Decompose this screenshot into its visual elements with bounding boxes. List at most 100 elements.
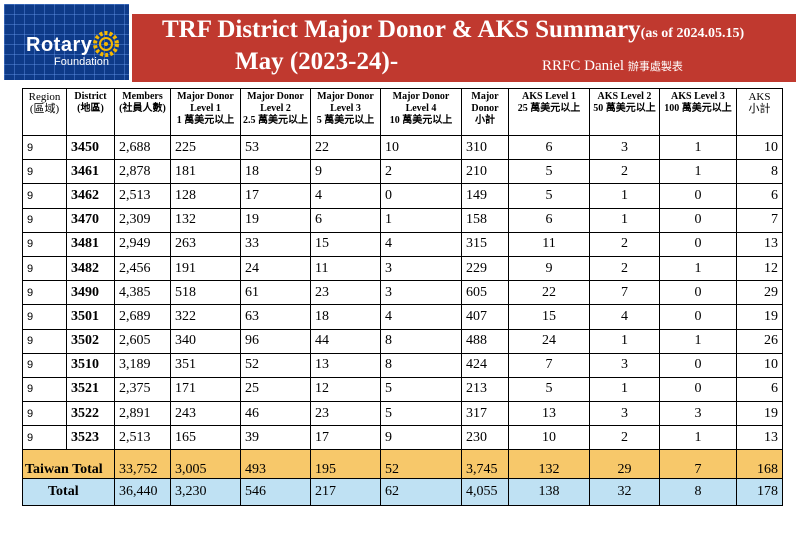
logo-text-foundation: Foundation <box>54 56 110 68</box>
donor-summary-table: Region (區域) District (地區) Members (社員人數) Major… <box>22 88 783 507</box>
grand-total-row-value: 217 <box>310 478 381 507</box>
cell-region: 9 <box>22 304 67 330</box>
table-row: 9 3521 2,375 171 25 12 5 213 5 1 0 6 <box>22 376 783 403</box>
cell-members: 2,513 <box>114 425 171 451</box>
cell-members: 4,385 <box>114 280 171 306</box>
cell-major-donor-level-2: 96 <box>240 328 311 354</box>
table-header-row: Region (區域) District (地區) Members (社員人數) Major… <box>22 88 783 136</box>
cell-district: 3470 <box>66 207 115 233</box>
header-line: Level 1 <box>190 103 221 114</box>
cell-region: 9 <box>22 328 67 354</box>
cell-major-donor-level-2: 52 <box>240 352 311 378</box>
cell-major-donor-level-4: 4 <box>380 231 462 257</box>
cell-district: 3450 <box>66 134 115 161</box>
cell-aks-level-1: 5 <box>508 183 590 209</box>
header-line: AKS Level 2 <box>597 91 652 102</box>
cell-major-donor-level-2: 17 <box>240 183 311 209</box>
cell-aks-level-3: 0 <box>659 304 737 330</box>
cell-major-donor-level-3: 6 <box>310 207 381 233</box>
cell-major-donor-level-3: 12 <box>310 376 381 403</box>
header-line: District <box>74 91 107 102</box>
header-line: Major <box>471 91 499 102</box>
taiwan-total-row-value: 195 <box>310 449 381 480</box>
header-line: 25 萬美元以上 <box>517 103 581 114</box>
cell-district: 3461 <box>66 159 115 185</box>
cell-members: 2,456 <box>114 255 171 282</box>
cell-major-donor-level-3: 22 <box>310 134 381 161</box>
grand-total-row-label: Total <box>22 478 115 507</box>
cell-aks-subtotal: 6 <box>736 376 783 403</box>
table-row: 9 3501 2,689 322 63 18 4 407 15 4 0 19 <box>22 304 783 330</box>
cell-aks-level-1: 6 <box>508 134 590 161</box>
header-line: Major Donor <box>392 91 450 102</box>
rotary-foundation-logo: Rotary Foundation <box>4 4 129 80</box>
cell-aks-level-2: 1 <box>589 376 660 403</box>
cell-district: 3502 <box>66 328 115 354</box>
taiwan-total-row-value: 132 <box>508 449 590 480</box>
taiwan-total-row-label: Taiwan Total <box>22 449 115 480</box>
cell-aks-level-3: 1 <box>659 134 737 161</box>
cell-region: 9 <box>22 352 67 378</box>
cell-major-donor-subtotal: 229 <box>461 255 509 282</box>
cell-aks-subtotal: 7 <box>736 207 783 233</box>
cell-aks-level-3: 3 <box>659 401 737 427</box>
cell-major-donor-subtotal: 210 <box>461 159 509 185</box>
header-line: 小計 <box>475 115 495 126</box>
cell-district: 3501 <box>66 304 115 330</box>
cell-major-donor-level-2: 25 <box>240 376 311 403</box>
cell-major-donor-level-1: 165 <box>170 425 241 451</box>
taiwan-total-row-value: 3,005 <box>170 449 241 480</box>
cell-members: 2,309 <box>114 207 171 233</box>
cell-aks-level-1: 9 <box>508 255 590 282</box>
cell-members: 2,513 <box>114 183 171 209</box>
cell-region: 9 <box>22 401 67 427</box>
cell-major-donor-level-3: 9 <box>310 159 381 185</box>
cell-district: 3521 <box>66 376 115 403</box>
header-line: Members <box>122 91 163 102</box>
header-aks-level-1: AKS Level 1 25 萬美元以上 <box>508 88 590 136</box>
cell-major-donor-level-1: 243 <box>170 401 241 427</box>
header-line: Level 2 <box>260 103 291 114</box>
cell-major-donor-level-4: 3 <box>380 255 462 282</box>
header-aks-level-3: AKS Level 3 100 萬美元以上 <box>659 88 737 136</box>
header-district: District (地區) <box>66 88 115 136</box>
cell-major-donor-subtotal: 488 <box>461 328 509 354</box>
header-line: AKS <box>748 91 771 103</box>
cell-major-donor-level-1: 132 <box>170 207 241 233</box>
taiwan-total-row-value: 29 <box>589 449 660 480</box>
grand-total-row-value: 4,055 <box>461 478 509 507</box>
cell-members: 2,878 <box>114 159 171 185</box>
cell-major-donor-level-3: 23 <box>310 401 381 427</box>
cell-major-donor-level-4: 8 <box>380 328 462 354</box>
header-aks-level-2: AKS Level 2 50 萬美元以上 <box>589 88 660 136</box>
cell-aks-subtotal: 13 <box>736 231 783 257</box>
cell-region: 9 <box>22 183 67 209</box>
cell-major-donor-subtotal: 149 <box>461 183 509 209</box>
cell-major-donor-level-2: 46 <box>240 401 311 427</box>
cell-aks-level-3: 0 <box>659 376 737 403</box>
cell-aks-level-2: 1 <box>589 183 660 209</box>
cell-major-donor-subtotal: 315 <box>461 231 509 257</box>
cell-major-donor-level-1: 351 <box>170 352 241 378</box>
header-aks-subtotal: AKS 小計 <box>736 88 783 136</box>
header-line: 小計 <box>748 103 771 115</box>
grand-total-row-value: 8 <box>659 478 737 507</box>
cell-region: 9 <box>22 376 67 403</box>
cell-major-donor-level-4: 1 <box>380 207 462 233</box>
cell-major-donor-level-3: 23 <box>310 280 381 306</box>
cell-aks-level-2: 2 <box>589 159 660 185</box>
cell-aks-level-2: 2 <box>589 231 660 257</box>
logo-text-rotary: Rotary <box>26 34 93 56</box>
cell-major-donor-level-2: 33 <box>240 231 311 257</box>
cell-major-donor-level-1: 518 <box>170 280 241 306</box>
cell-aks-level-2: 2 <box>589 255 660 282</box>
cell-aks-level-2: 7 <box>589 280 660 306</box>
cell-district: 3490 <box>66 280 115 306</box>
cell-major-donor-level-3: 17 <box>310 425 381 451</box>
cell-major-donor-level-2: 24 <box>240 255 311 282</box>
cell-major-donor-level-2: 19 <box>240 207 311 233</box>
cell-region: 9 <box>22 231 67 257</box>
report-author-note: 辦事處製表 <box>627 61 683 73</box>
taiwan-total-row-value: 7 <box>659 449 737 480</box>
cell-aks-level-2: 3 <box>589 401 660 427</box>
